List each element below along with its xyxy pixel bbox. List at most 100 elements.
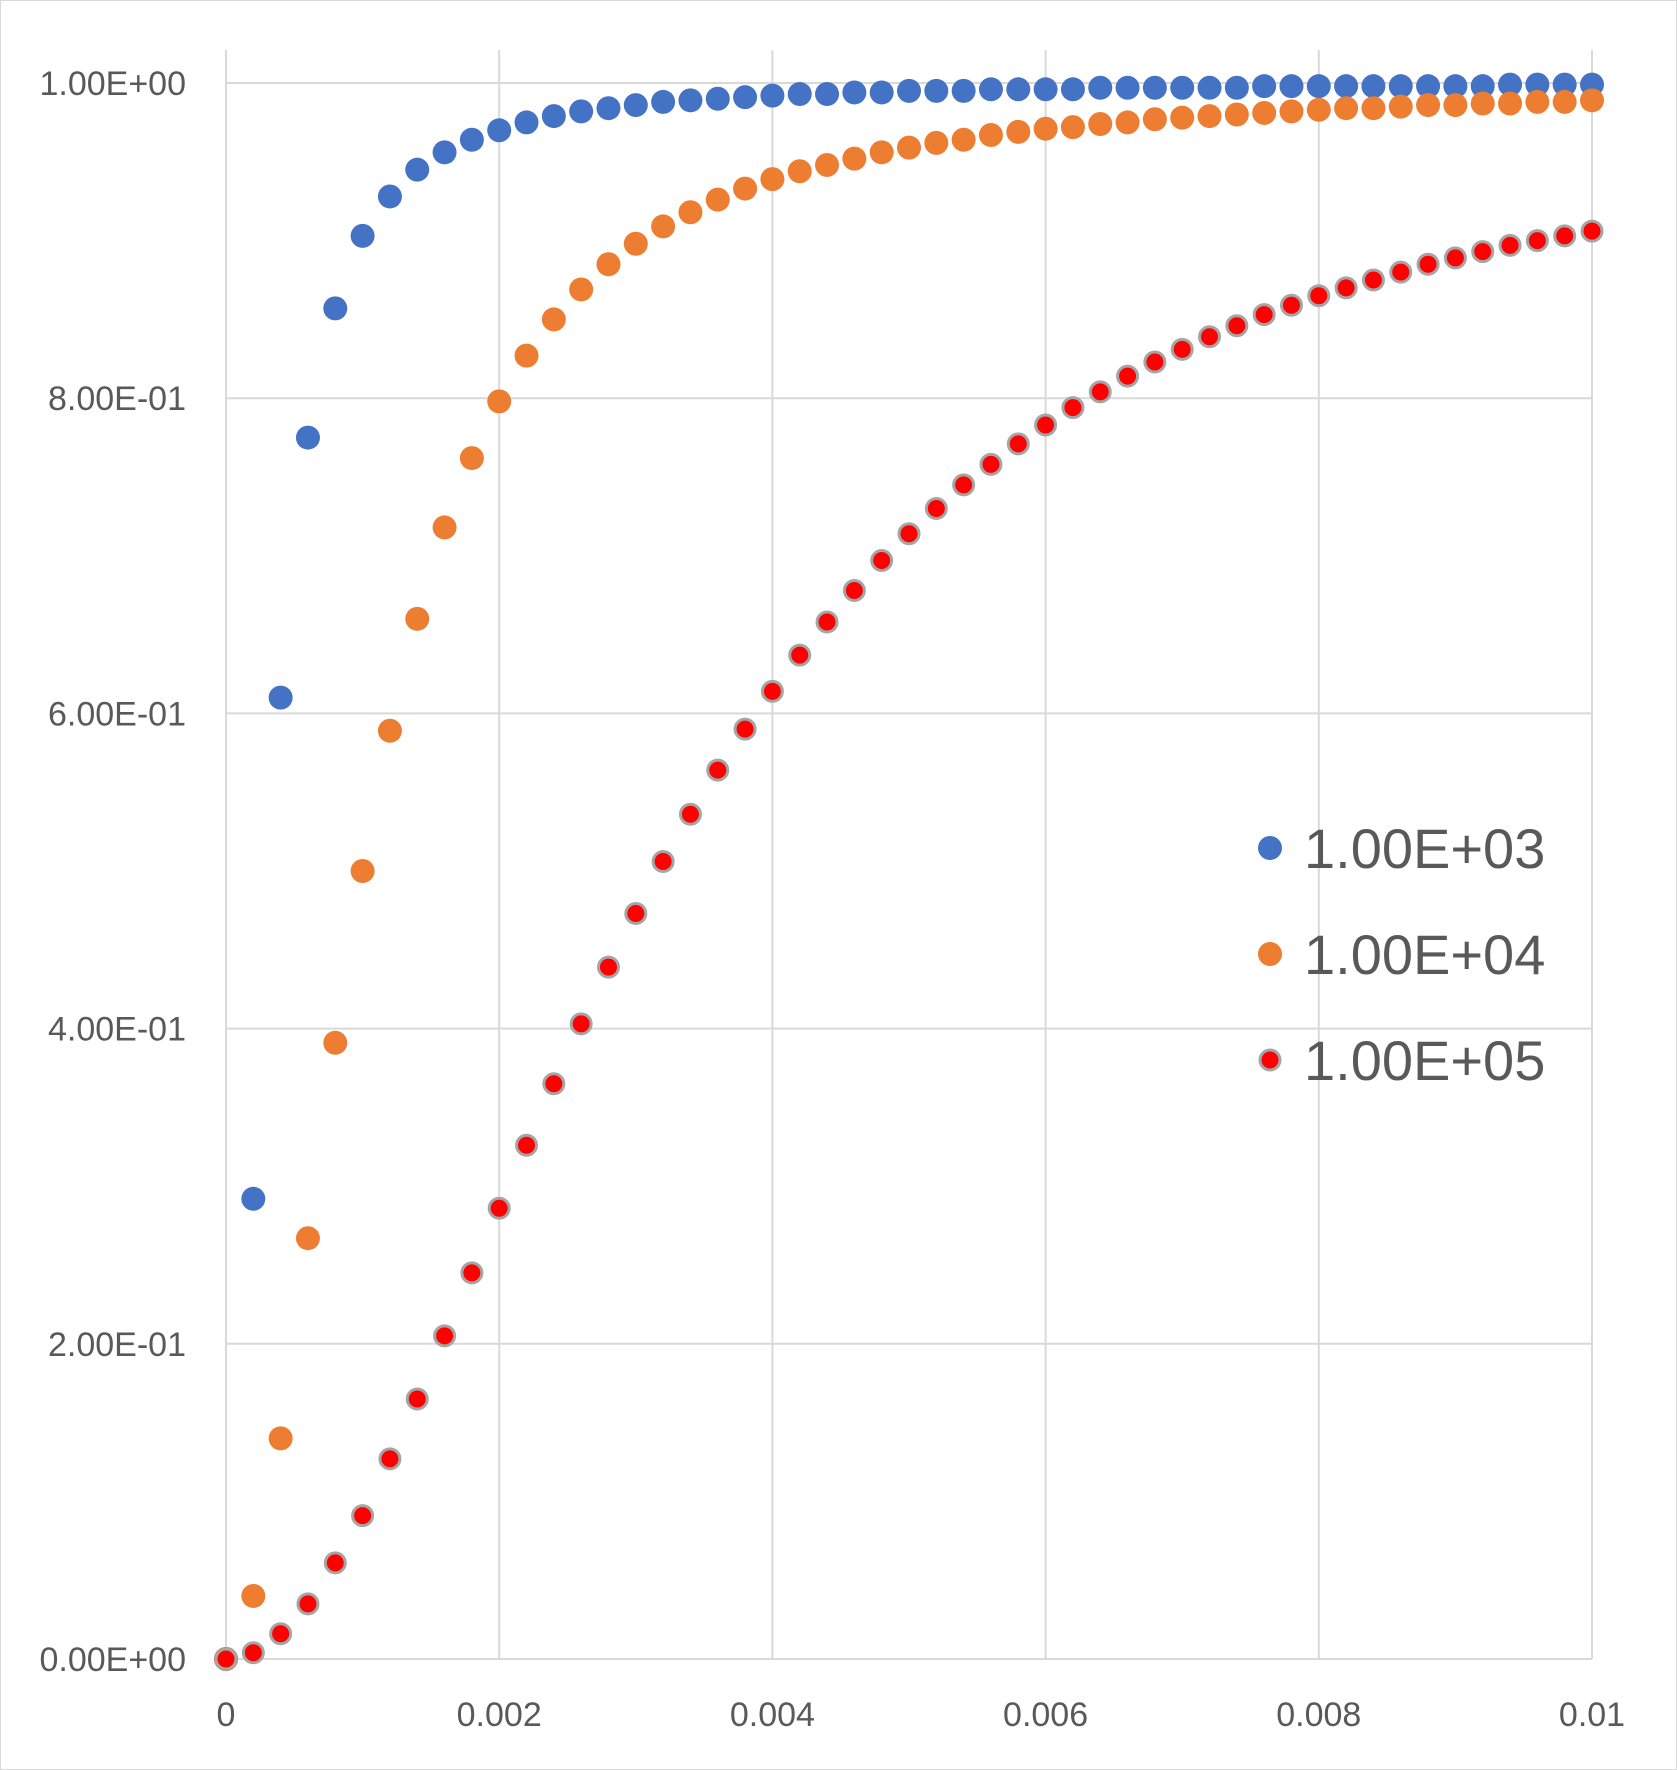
data-point <box>1170 75 1195 100</box>
data-point <box>1443 93 1468 118</box>
data-point <box>787 159 812 184</box>
y-tick-label: 8.00E-01 <box>48 380 186 418</box>
data-point <box>1197 75 1222 100</box>
data-point <box>678 88 703 113</box>
x-tick-label: 0.008 <box>1276 1696 1361 1734</box>
data-point <box>1388 94 1413 119</box>
data-point <box>405 606 430 631</box>
data-point <box>323 1551 347 1575</box>
data-point <box>1279 99 1304 124</box>
data-point <box>1116 364 1140 388</box>
data-point <box>1416 252 1440 276</box>
y-tick-label: 4.00E-01 <box>48 1011 186 1049</box>
data-point <box>951 78 976 103</box>
data-point <box>1389 260 1413 284</box>
data-point <box>1361 96 1386 121</box>
data-point <box>897 78 921 103</box>
data-point <box>815 152 840 177</box>
data-points <box>214 72 1604 1671</box>
data-point <box>1225 314 1249 338</box>
y-tick-label: 2.00E-01 <box>48 1326 186 1364</box>
y-tick-label: 0.00E+00 <box>39 1641 186 1679</box>
data-point <box>460 1261 484 1285</box>
data-point <box>733 176 758 201</box>
data-point <box>1361 268 1385 292</box>
data-point <box>323 296 348 321</box>
data-point <box>733 717 757 741</box>
data-point <box>1361 74 1386 99</box>
data-point <box>815 82 840 107</box>
data-point <box>541 307 566 332</box>
data-point <box>432 515 457 540</box>
data-point <box>268 1426 293 1451</box>
data-point <box>350 223 375 248</box>
data-point <box>377 718 402 743</box>
y-tick-label: 1.00E+00 <box>39 65 186 103</box>
data-point <box>405 157 430 182</box>
data-point <box>1170 337 1194 361</box>
data-point <box>1525 229 1549 253</box>
data-point <box>1552 72 1577 97</box>
data-point <box>1498 72 1523 97</box>
data-point <box>487 389 512 414</box>
series-1 <box>214 72 1604 1671</box>
data-point <box>323 1030 348 1055</box>
legend-label: 1.00E+04 <box>1304 923 1545 986</box>
data-point <box>515 1133 539 1157</box>
data-point <box>705 86 730 111</box>
y-tick-label: 6.00E-01 <box>48 695 186 733</box>
data-point <box>1198 325 1222 349</box>
data-point <box>760 167 785 192</box>
x-tick-label: 0.002 <box>457 1696 542 1734</box>
data-point <box>1416 93 1441 118</box>
data-point <box>1088 75 1113 100</box>
series-3 <box>214 219 1604 1671</box>
data-point <box>351 1504 375 1528</box>
data-point <box>1061 396 1085 420</box>
data-point <box>1060 115 1085 140</box>
vertical-gridlines <box>225 50 1593 1659</box>
data-point <box>1580 88 1604 113</box>
data-point <box>214 1647 238 1671</box>
data-point <box>1334 96 1359 121</box>
data-point <box>1279 74 1304 99</box>
data-point <box>623 231 648 256</box>
data-point <box>978 77 1003 102</box>
data-point <box>706 758 730 782</box>
data-point <box>978 123 1003 148</box>
data-point <box>1115 75 1140 100</box>
data-point <box>678 200 703 225</box>
data-point <box>350 859 375 883</box>
data-point <box>1416 74 1441 99</box>
data-point <box>1443 246 1467 270</box>
data-point <box>1006 432 1030 456</box>
data-point <box>1334 276 1358 300</box>
data-point <box>1525 89 1550 114</box>
series-2 <box>214 88 1604 1671</box>
x-tick-label: 0.006 <box>1003 1696 1088 1734</box>
legend-marker <box>1258 1048 1282 1072</box>
data-point <box>952 473 976 497</box>
legend-label: 1.00E+05 <box>1304 1029 1545 1092</box>
data-point <box>241 1186 266 1211</box>
x-axis-tick-labels: 0 0.002 0.004 0.006 0.008 0.01 <box>217 1696 1626 1734</box>
data-point <box>1279 293 1303 317</box>
data-point <box>842 578 866 602</box>
data-point <box>1252 74 1277 99</box>
legend-label: 1.00E+03 <box>1304 817 1545 880</box>
data-point <box>1470 91 1495 116</box>
data-point <box>760 83 785 108</box>
data-point <box>624 902 648 926</box>
data-point <box>1388 74 1413 99</box>
data-point <box>1498 91 1523 116</box>
data-point <box>569 99 594 124</box>
data-point <box>1034 413 1058 437</box>
data-point <box>651 850 675 874</box>
data-point <box>924 78 949 103</box>
data-point <box>433 1324 457 1348</box>
data-point <box>514 110 539 135</box>
data-point <box>241 1641 265 1665</box>
data-point <box>1060 77 1085 102</box>
data-point <box>295 425 320 450</box>
